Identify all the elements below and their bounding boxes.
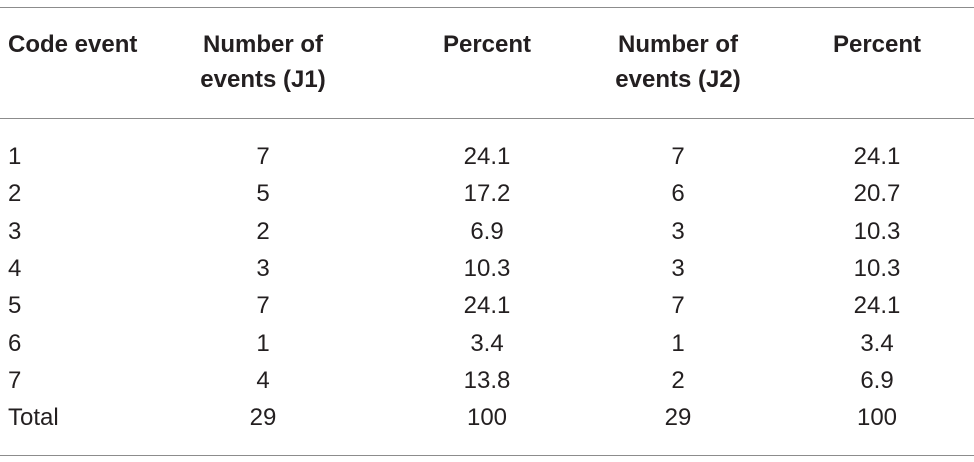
table-cell: 100 [856, 404, 898, 432]
table-cell: 7 [256, 292, 270, 320]
table-cell: 4 [256, 366, 270, 394]
table-cell: 6 [8, 329, 22, 357]
table-cell: 3.4 [860, 329, 894, 357]
bottom-rule [0, 455, 974, 456]
table-cell: 20.7 [853, 180, 901, 208]
table-cell: 3 [671, 254, 685, 282]
header-cell: Code event [8, 31, 138, 58]
table-cell: 3 [256, 254, 270, 282]
table-cell: 100 [466, 404, 508, 432]
table-cell: 6.9 [470, 217, 504, 245]
table-cell: 2 [8, 180, 22, 208]
top-rule [0, 7, 974, 8]
table-cell: 7 [256, 143, 270, 170]
table-cell: 13.8 [463, 366, 511, 394]
table-cell: 29 [249, 404, 277, 432]
table-cell: 3.4 [470, 329, 504, 357]
header-rule [0, 118, 974, 119]
table-cell: 2 [256, 217, 270, 245]
table-cell: 7 [8, 366, 22, 394]
table-cell: 10.3 [853, 254, 901, 282]
table-cell: 10.3 [463, 254, 511, 282]
table-cell: 4 [8, 254, 22, 282]
header-cell: Percent [442, 31, 532, 58]
table-cell: 2 [671, 366, 685, 394]
header-cell: Percent [832, 31, 922, 58]
table-cell: Total [8, 404, 59, 432]
table-cell: 5 [8, 292, 22, 320]
table-cell: 1 [8, 143, 22, 170]
table-cell: 24.1 [853, 292, 901, 320]
table-cell: 24.1 [463, 143, 511, 170]
table-cell: 24.1 [853, 143, 901, 170]
table-cell: 6.9 [860, 366, 894, 394]
table-cell: 5 [256, 180, 270, 208]
table-cell: 3 [671, 217, 685, 245]
table-cell: 1 [671, 329, 685, 357]
table-cell: 6 [671, 180, 685, 208]
table-cell: 17.2 [463, 180, 511, 208]
table-cell: 3 [8, 217, 22, 245]
table-cell: 7 [671, 143, 685, 170]
table-cell: 10.3 [853, 217, 901, 245]
header-cell: Number of [203, 31, 323, 58]
table-cell: 24.1 [463, 292, 511, 320]
table-cell: 7 [671, 292, 685, 320]
table-cell: 1 [256, 329, 270, 357]
header-cell: events (J1) [200, 66, 326, 93]
header-cell: Number of [618, 31, 738, 58]
header-cell: events (J2) [615, 66, 741, 93]
table-cell: 29 [664, 404, 692, 432]
